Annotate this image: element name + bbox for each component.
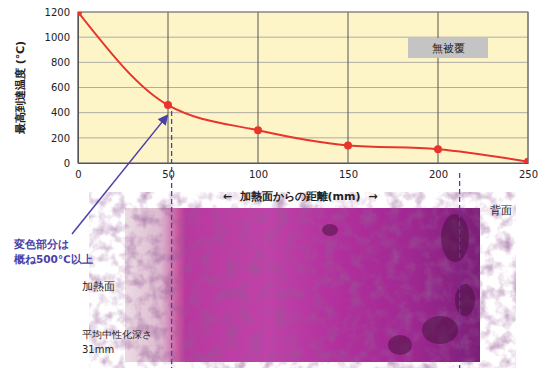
y-tick-label: 800: [51, 57, 70, 68]
grid-line-x: [168, 12, 169, 163]
grid-line-x: [348, 12, 349, 163]
y-tick-label: 600: [51, 82, 70, 93]
x-tick: 100: [249, 163, 268, 180]
photo-label: 加熱面: [82, 280, 115, 292]
annotation-text: 概ね500℃以上: [13, 253, 93, 265]
x-tick: 250: [519, 163, 538, 180]
y-tick: 1200: [45, 7, 78, 18]
grid: [78, 12, 528, 163]
y-tick: 600: [51, 82, 78, 93]
photo-spot: [422, 316, 458, 344]
plot-background: [78, 12, 528, 163]
y-tick: 0: [64, 158, 78, 169]
y-tick: 200: [51, 133, 78, 144]
chart: 0 50 100 150 200 250 0 200 400 600 800 1000 1200 最高到達…: [0, 0, 548, 368]
grid-line-y: [78, 137, 528, 138]
photo-label: 31mm: [82, 344, 114, 355]
y-tick: 800: [51, 57, 78, 68]
x-tick-label: 0: [75, 169, 81, 180]
series-marker: [524, 158, 528, 163]
axis-line: [79, 163, 529, 164]
photo-label: 平均中性化深さ: [82, 329, 152, 340]
y-tick-label: 1200: [45, 7, 70, 18]
reference-line: [459, 173, 460, 368]
y-tick-label: 0: [64, 158, 70, 169]
grid-line-x: [438, 12, 439, 163]
y-tick: 400: [51, 107, 78, 118]
series-marker: [434, 145, 442, 153]
annotation-arrow: [72, 115, 168, 234]
reference-line: [171, 111, 172, 368]
photo-spot: [441, 214, 469, 262]
y-axis: 0 200 400 600 800 1000 1200: [45, 7, 79, 169]
plot-frame: [78, 12, 528, 163]
x-tick-label: 200: [429, 169, 448, 180]
x-axis: 0 50 100 150 200 250: [75, 163, 538, 180]
grid-line-y: [78, 62, 528, 63]
photo-texture: [125, 208, 480, 362]
photo-spot: [388, 335, 412, 355]
axis-line: [78, 13, 79, 164]
legend-label: 無被覆: [432, 42, 465, 55]
series-marker: [78, 12, 82, 16]
y-axis-title: 最高到達温度 (℃): [14, 41, 27, 135]
plot-area: [78, 12, 528, 163]
series-marker: [344, 141, 352, 149]
y-tick-label: 200: [51, 133, 70, 144]
grid-line-y: [78, 112, 528, 113]
x-tick-label: 250: [519, 169, 538, 180]
x-axis-title: ← 加熱面からの距離(mm) →: [223, 190, 378, 203]
photo-base: [125, 208, 480, 362]
y-tick-label: 400: [51, 107, 70, 118]
series-marker: [254, 126, 262, 134]
y-tick: 1000: [45, 32, 78, 43]
legend: 無被覆: [408, 38, 488, 58]
photo-spot: [322, 224, 338, 236]
x-tick-label: 150: [339, 169, 358, 180]
x-tick-label: 100: [249, 169, 268, 180]
x-tick-label: 50: [162, 169, 175, 180]
x-tick: 200: [429, 163, 448, 180]
series-line: [78, 12, 528, 162]
x-tick: 150: [339, 163, 358, 180]
legend-box: [408, 38, 488, 58]
specimen-photo: [125, 208, 480, 362]
grid-line-y: [78, 37, 528, 38]
photo-label: 背面: [490, 204, 512, 216]
annotation-text: 変色部分は: [13, 238, 69, 250]
x-tick: 50: [162, 163, 175, 180]
y-tick-label: 1000: [45, 32, 70, 43]
x-tick: 0: [75, 163, 81, 180]
photo-spot: [455, 284, 475, 316]
series-marker: [164, 101, 172, 109]
grid-line-x: [258, 12, 259, 163]
